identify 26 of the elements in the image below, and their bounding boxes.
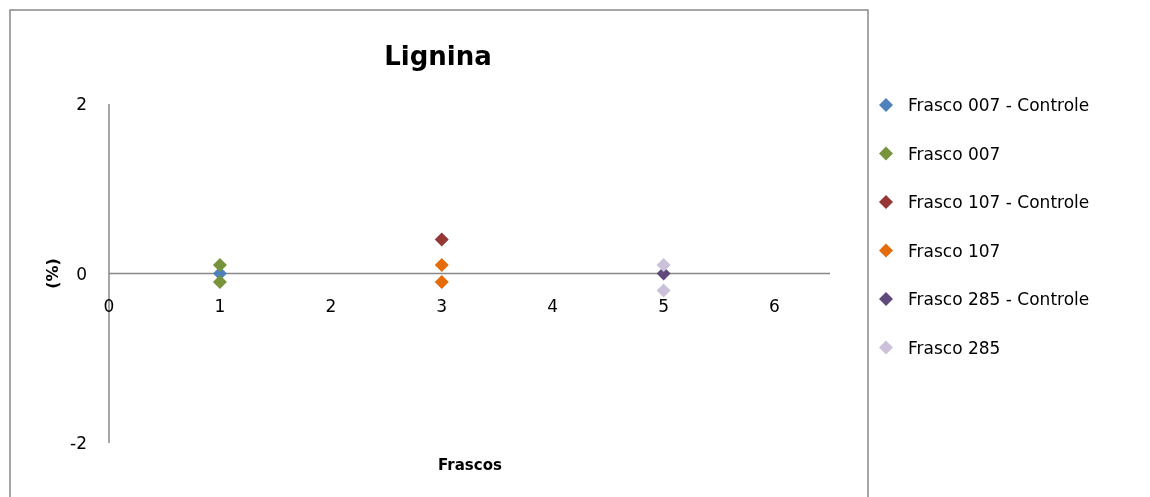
y-tick-label: 0 [76,263,87,284]
y-tick-label: -2 [70,433,87,453]
x-tick-label: 0 [103,295,115,316]
point [656,258,671,273]
point [434,274,449,289]
legend-label: Frasco 107 - Controle [908,192,1090,212]
legend-label: Frasco 285 [908,337,1001,358]
x-tick-label: 3 [436,295,448,316]
legend-label: Frasco 107 [908,240,1001,261]
x-tick-label: 5 [658,295,670,316]
x-tick-label: 4 [547,295,559,316]
legend-label: Frasco 007 [908,143,1001,164]
legend-label: Frasco 285 - Controle [908,289,1090,309]
x-tick-label: 2 [325,295,337,316]
x-tick-label: 1 [214,295,226,316]
point [434,258,449,273]
point [434,232,449,247]
y-tick-label: 2 [76,94,87,114]
chart-title: Lignina [384,41,492,71]
y-axis-title: (%) [43,258,62,289]
point [212,258,227,273]
x-axis-title: Frascos [438,456,502,474]
point [212,274,227,289]
point [656,283,671,298]
legend-label: Frasco 007 - Controle [908,95,1090,115]
x-tick-label: 6 [769,295,780,316]
